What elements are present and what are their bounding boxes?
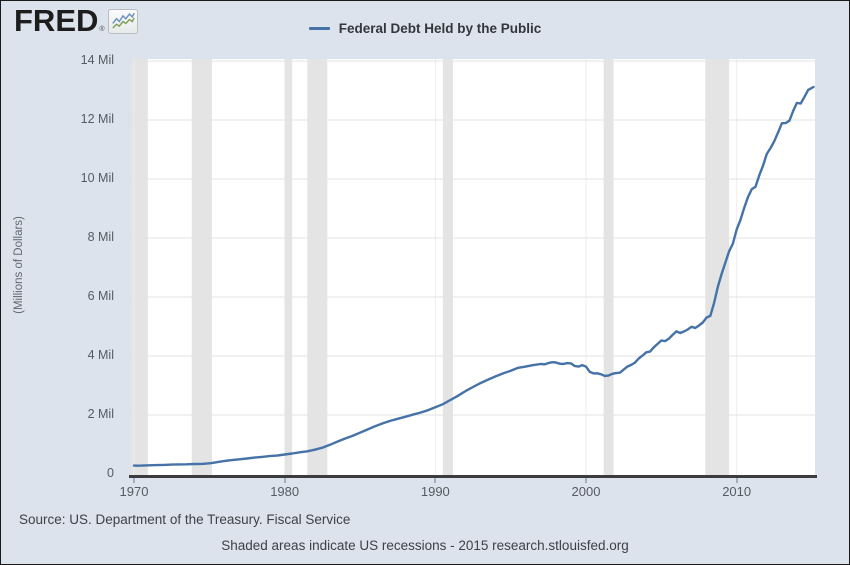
debt-series-line — [132, 85, 815, 467]
y-tick-label: 2 Mil — [87, 407, 114, 421]
recession-band — [131, 59, 148, 475]
y-tick-label: 6 Mil — [87, 289, 114, 303]
debt-line-chart — [131, 59, 815, 475]
line-chart-icon — [107, 8, 138, 34]
registered-mark: ® — [99, 26, 105, 33]
recession-band — [603, 59, 614, 475]
source-text: Source: US. Department of the Treasury. … — [19, 512, 351, 527]
x-tick-mark — [434, 478, 437, 483]
y-tick-label: 10 Mil — [80, 171, 114, 185]
x-tick-label: 1980 — [270, 484, 300, 499]
y-axis-title: (Millions of Dollars) — [13, 216, 25, 314]
plot-area — [131, 59, 815, 475]
y-tick-label: 0 — [107, 466, 114, 480]
x-tick-mark — [133, 478, 135, 483]
legend-series-label: Federal Debt Held by the Public — [338, 21, 542, 36]
recession-band — [705, 59, 730, 475]
legend-line-swatch — [308, 27, 330, 30]
x-tick-mark — [735, 478, 738, 483]
recession-band — [307, 59, 328, 475]
fred-logo-text: FRED — [14, 3, 99, 38]
y-tick-label: 4 Mil — [87, 348, 114, 362]
x-tick-label: 2010 — [722, 484, 752, 499]
recession-note-text: Shaded areas indicate US recessions - 20… — [221, 538, 629, 553]
recession-band — [442, 59, 453, 475]
x-tick-label: 1990 — [420, 484, 450, 499]
x-tick-label: 2000 — [571, 484, 601, 499]
recession-band — [284, 59, 293, 475]
recession-band — [191, 59, 212, 475]
y-tick-label: 8 Mil — [87, 230, 114, 244]
y-tick-label: 14 Mil — [80, 53, 114, 67]
fred-logo[interactable]: FRED ® — [14, 3, 138, 38]
x-tick-mark — [584, 478, 587, 483]
x-tick-mark — [283, 478, 286, 483]
x-tick-label: 1970 — [119, 484, 149, 499]
y-tick-label: 12 Mil — [80, 112, 114, 126]
chart-legend: Federal Debt Held by the Public — [1, 21, 849, 36]
x-axis-line — [129, 475, 817, 478]
